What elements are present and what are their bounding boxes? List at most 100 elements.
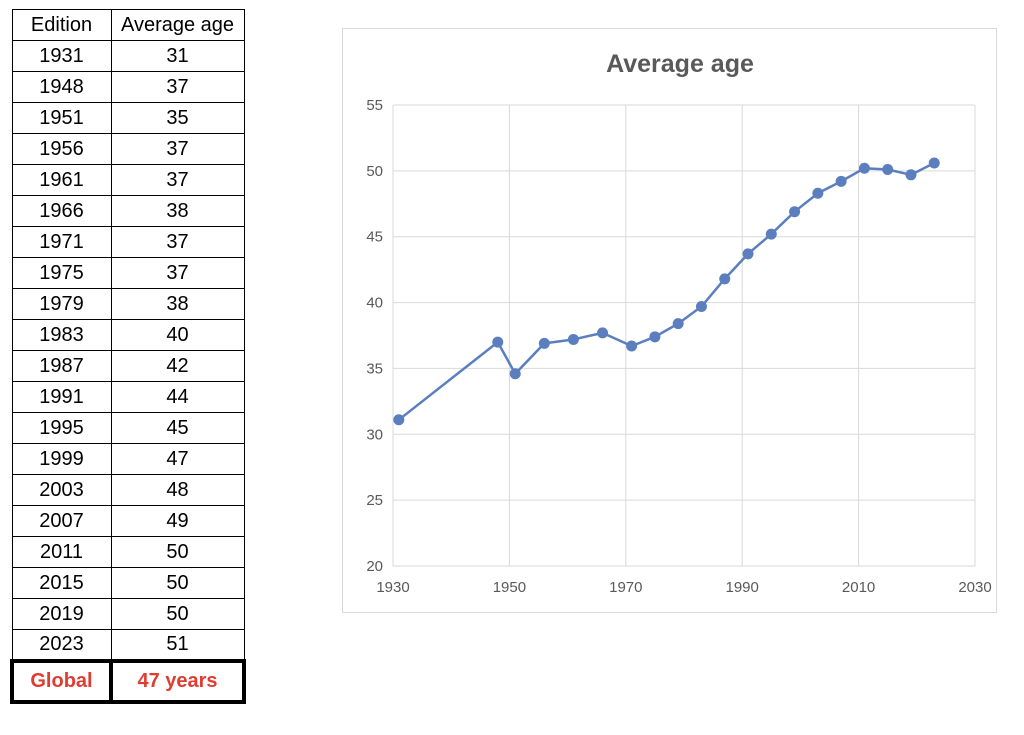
- edition-cell: 1983: [11, 319, 112, 351]
- chart-title: Average age: [606, 50, 754, 78]
- data-table: Edition Average age 1931 31 1948 37 1951 35 19…: [10, 9, 246, 704]
- data-point: [492, 336, 504, 348]
- data-point: [597, 327, 609, 339]
- edition-cell: 1979: [11, 288, 112, 320]
- table-row: 1966 38: [11, 195, 245, 227]
- data-point: [649, 331, 661, 343]
- table-row: 1948 37: [11, 71, 245, 103]
- y-tick-label: 55: [366, 97, 383, 114]
- average-age-cell: 38: [110, 288, 245, 320]
- average-age-cell: 50: [110, 598, 245, 630]
- edition-cell: 1931: [11, 40, 112, 72]
- table-row: 1951 35: [11, 102, 245, 134]
- average-age-cell: 47: [110, 443, 245, 475]
- table-row: 1971 37: [11, 226, 245, 258]
- table-row: 1987 42: [11, 350, 245, 382]
- table-row: 2019 50: [11, 598, 245, 630]
- edition-cell: 1948: [11, 71, 112, 103]
- edition-cell: 1951: [11, 102, 112, 134]
- global-summary-row: Global 47 years: [10, 658, 246, 704]
- average-age-cell: 50: [110, 567, 245, 599]
- y-tick-label: 20: [366, 558, 383, 575]
- table-body: 1931 31 1948 37 1951 35 1956 37 1961 37 1966 38 1971…: [11, 40, 245, 661]
- table-row: 2011 50: [11, 536, 245, 568]
- edition-cell: 1956: [11, 133, 112, 165]
- average-age-cell: 37: [110, 71, 245, 103]
- edition-cell: 2003: [11, 474, 112, 506]
- average-age-cell: 51: [110, 629, 245, 661]
- data-point: [742, 248, 754, 260]
- table-row: 2015 50: [11, 567, 245, 599]
- data-point: [882, 164, 894, 176]
- average-age-cell: 37: [110, 226, 245, 258]
- average-age-cell: 44: [110, 381, 245, 413]
- edition-cell: 2007: [11, 505, 112, 537]
- edition-cell: 2023: [11, 629, 112, 661]
- table-row: 1961 37: [11, 164, 245, 196]
- y-tick-label: 25: [366, 492, 383, 509]
- edition-cell: 1995: [11, 412, 112, 444]
- average-age-cell: 37: [110, 164, 245, 196]
- y-tick-label: 30: [366, 426, 383, 443]
- global-label: Global: [10, 658, 113, 704]
- data-point: [789, 206, 801, 218]
- data-point: [393, 414, 405, 426]
- y-tick-label: 35: [366, 360, 383, 377]
- average-age-cell: 45: [110, 412, 245, 444]
- average-age-cell: 38: [110, 195, 245, 227]
- table-row: 1983 40: [11, 319, 245, 351]
- line-chart: 20 25 30 35 40 45 50 55 1930 1950 1970 1990 2010 2030…: [366, 50, 991, 596]
- average-age-cell: 42: [110, 350, 245, 382]
- data-point: [812, 187, 824, 199]
- average-age-cell: 50: [110, 536, 245, 568]
- average-age-cell: 37: [110, 133, 245, 165]
- y-tick-label: 50: [366, 163, 383, 180]
- data-point: [567, 333, 579, 345]
- table-row: 1991 44: [11, 381, 245, 413]
- x-tick-label: 2010: [842, 579, 875, 596]
- data-point: [626, 340, 638, 352]
- edition-cell: 1999: [11, 443, 112, 475]
- data-point: [695, 301, 707, 313]
- data-point: [905, 169, 917, 181]
- chart-container: 20 25 30 35 40 45 50 55 1930 1950 1970 1990 2010 2030…: [342, 28, 997, 613]
- average-age-cell: 40: [110, 319, 245, 351]
- x-tick-label: 1930: [376, 579, 409, 596]
- x-tick-label: 1970: [609, 579, 642, 596]
- table-row: 2003 48: [11, 474, 245, 506]
- edition-cell: 2019: [11, 598, 112, 630]
- table-row: 1979 38: [11, 288, 245, 320]
- table-row: 2007 49: [11, 505, 245, 537]
- edition-cell: 1966: [11, 195, 112, 227]
- table-row: 2023 51: [11, 629, 245, 661]
- average-age-cell: 37: [110, 257, 245, 289]
- y-tick-label: 40: [366, 295, 383, 312]
- table-header-row: Edition Average age: [11, 9, 245, 41]
- table-row: 1999 47: [11, 443, 245, 475]
- data-point: [835, 175, 847, 187]
- data-point: [509, 368, 521, 380]
- average-age-cell: 48: [110, 474, 245, 506]
- global-value: 47 years: [109, 658, 246, 704]
- edition-cell: 1991: [11, 381, 112, 413]
- edition-cell: 2011: [11, 536, 112, 568]
- data-point: [928, 157, 940, 169]
- edition-cell: 1975: [11, 257, 112, 289]
- x-tick-label: 2030: [958, 579, 991, 596]
- table-row: 1931 31: [11, 40, 245, 72]
- x-tick-label: 1950: [493, 579, 526, 596]
- edition-cell: 1987: [11, 350, 112, 382]
- average-age-cell: 31: [110, 40, 245, 72]
- edition-cell: 1971: [11, 226, 112, 258]
- edition-cell: 1961: [11, 164, 112, 196]
- series-line: [398, 161, 935, 421]
- table-row: 1975 37: [11, 257, 245, 289]
- table-row: 1956 37: [11, 133, 245, 165]
- data-point: [538, 337, 550, 349]
- table-row: 1995 45: [11, 412, 245, 444]
- average-age-cell: 35: [110, 102, 245, 134]
- data-point: [719, 273, 731, 285]
- y-tick-label: 45: [366, 229, 383, 246]
- header-edition: Edition: [11, 9, 112, 41]
- average-age-cell: 49: [110, 505, 245, 537]
